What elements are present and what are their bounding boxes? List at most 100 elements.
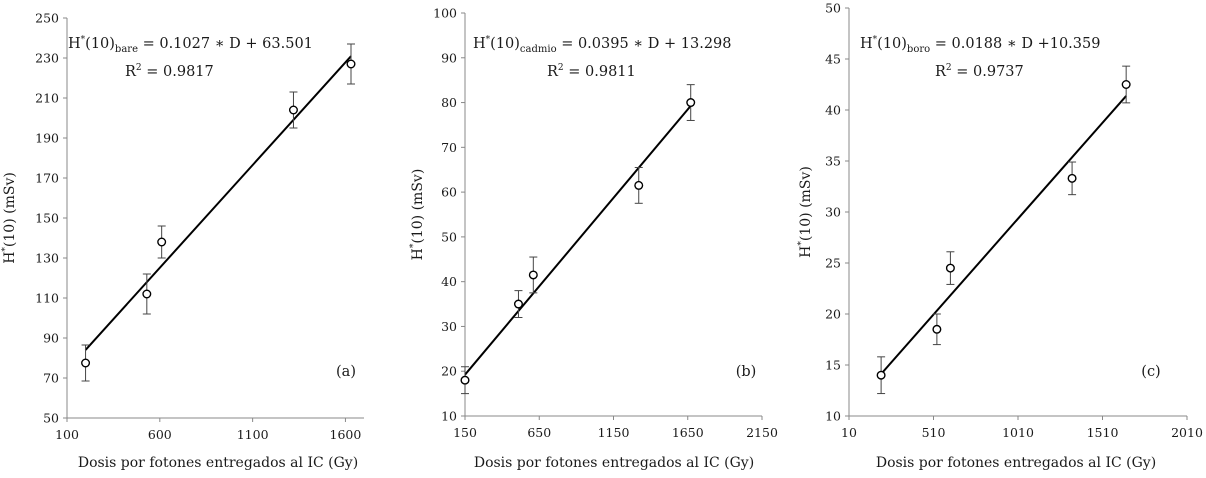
x-tick-label: 1150 [598, 425, 630, 440]
y-tick-label: 130 [35, 251, 59, 266]
y-axis-title-rest: (10) (mSv) [410, 169, 426, 244]
trendline [880, 95, 1127, 375]
y-axis-title-superscript: * [1, 247, 11, 252]
y-tick-label: 50 [441, 229, 457, 244]
x-tick-label: 100 [55, 427, 79, 442]
equation-superscript: * [873, 35, 878, 45]
r2-value: = 0.9737 [952, 64, 1024, 80]
y-tick-label: 35 [825, 154, 841, 169]
y-tick-label: 45 [825, 52, 841, 67]
data-point [1121, 79, 1131, 89]
y-tick-label: 170 [35, 171, 59, 186]
equation-symbol: H [473, 36, 486, 52]
y-tick-label: 30 [441, 319, 457, 334]
x-tick-label: 650 [527, 425, 551, 440]
panel-label: (a) [336, 364, 356, 380]
data-point [634, 180, 644, 190]
r2-symbol: R [125, 64, 137, 80]
y-tick-label: 50 [43, 411, 59, 426]
x-axis-title: Dosis por fotones entregados al IC (Gy) [474, 455, 754, 471]
r-squared: R2 = 0.9817 [125, 63, 214, 80]
r-squared: R2 = 0.9737 [935, 63, 1024, 80]
equation-rhs: = 0.0188 ∗ D +10.359 [930, 36, 1100, 52]
y-axis-title-rest: (10) (mSv) [2, 172, 18, 247]
panel-label: (c) [1141, 364, 1160, 380]
r2-symbol: R [935, 64, 947, 80]
x-tick-label: 2010 [1171, 425, 1203, 440]
x-axis-title: Dosis por fotones entregados al IC (Gy) [78, 455, 358, 471]
equation-symbol: H [68, 36, 81, 52]
data-point [81, 358, 91, 368]
data-point [686, 98, 696, 108]
r2-superscript: 2 [946, 63, 952, 73]
y-axis-title-symbol: H [410, 248, 426, 260]
y-axis-title: H*(10) (mSv) [409, 169, 426, 261]
data-point [876, 370, 886, 380]
y-tick-label: 230 [35, 51, 59, 66]
data-point [1067, 173, 1077, 183]
x-tick-label: 1650 [672, 425, 704, 440]
equation-symbol: H [860, 36, 873, 52]
y-tick-label: 90 [441, 50, 457, 65]
y-tick-label: 40 [441, 274, 457, 289]
data-point [932, 324, 942, 334]
data-point [142, 289, 152, 299]
y-axis-title: H*(10) (mSv) [797, 166, 814, 258]
x-tick-label: 600 [148, 427, 172, 442]
trendline [464, 105, 692, 376]
chart-panel-a: 50 70 90 110 130 150 170 190 210 230 250 100 600 1100… [1, 11, 364, 471]
y-tick-label: 150 [35, 211, 59, 226]
panel-label: (b) [736, 364, 757, 380]
equation-superscript: * [486, 35, 491, 45]
data-point [460, 375, 470, 385]
y-tick-label: 20 [825, 307, 841, 322]
regression-equation: H*(10)bare = 0.1027 ∗ D + 63.501 [68, 35, 313, 55]
equation-subscript: bare [115, 44, 138, 55]
y-tick-label: 80 [441, 95, 457, 110]
y-tick-label: 70 [43, 371, 59, 386]
r2-value: = 0.9811 [564, 64, 636, 80]
x-axis-title: Dosis por fotones entregados al IC (Gy) [876, 455, 1156, 471]
r2-value: = 0.9817 [142, 64, 214, 80]
y-axis-title: H*(10) (mSv) [1, 172, 18, 264]
equation-rhs: = 0.0395 ∗ D + 13.298 [557, 36, 732, 52]
y-tick-label: 15 [825, 358, 841, 373]
r-squared: R2 = 0.9811 [547, 63, 636, 80]
y-axis-title-symbol: H [798, 246, 814, 258]
y-tick-label: 210 [35, 91, 59, 106]
equation-superscript: * [81, 35, 86, 45]
y-tick-label: 70 [441, 140, 457, 155]
equation-subscript: cadmio [520, 44, 557, 55]
y-tick-label: 60 [441, 185, 457, 200]
data-point [288, 105, 298, 115]
regression-equation: H*(10)boro = 0.0188 ∗ D +10.359 [860, 35, 1100, 55]
data-point [528, 270, 538, 280]
data-point [157, 237, 167, 247]
trendline [84, 55, 352, 351]
y-tick-label: 40 [825, 103, 841, 118]
y-tick-label: 10 [825, 409, 841, 424]
y-tick-label: 90 [43, 331, 59, 346]
equation-argument: (10) [490, 36, 520, 52]
x-tick-label: 150 [453, 425, 477, 440]
y-tick-label: 110 [35, 291, 59, 306]
x-tick-label: 1010 [1002, 425, 1034, 440]
y-tick-label: 30 [825, 205, 841, 220]
equation-rhs: = 0.1027 ∗ D + 63.501 [138, 36, 313, 52]
equation-argument: (10) [877, 36, 907, 52]
y-tick-label: 100 [433, 6, 457, 21]
equation-argument: (10) [85, 36, 115, 52]
data-point [346, 59, 356, 69]
x-tick-label: 10 [841, 425, 857, 440]
x-tick-label: 510 [922, 425, 946, 440]
y-axis-title-symbol: H [2, 252, 18, 264]
y-axis-title-superscript: * [409, 243, 419, 248]
chart-panel-b: 10 20 30 40 50 60 70 80 90 100 150 650 1150 1650 2150 H… [409, 6, 778, 472]
data-point [945, 263, 955, 273]
data-point [513, 299, 523, 309]
r2-superscript: 2 [136, 63, 142, 73]
x-tick-label: 1100 [237, 427, 269, 442]
y-tick-label: 250 [35, 11, 59, 26]
